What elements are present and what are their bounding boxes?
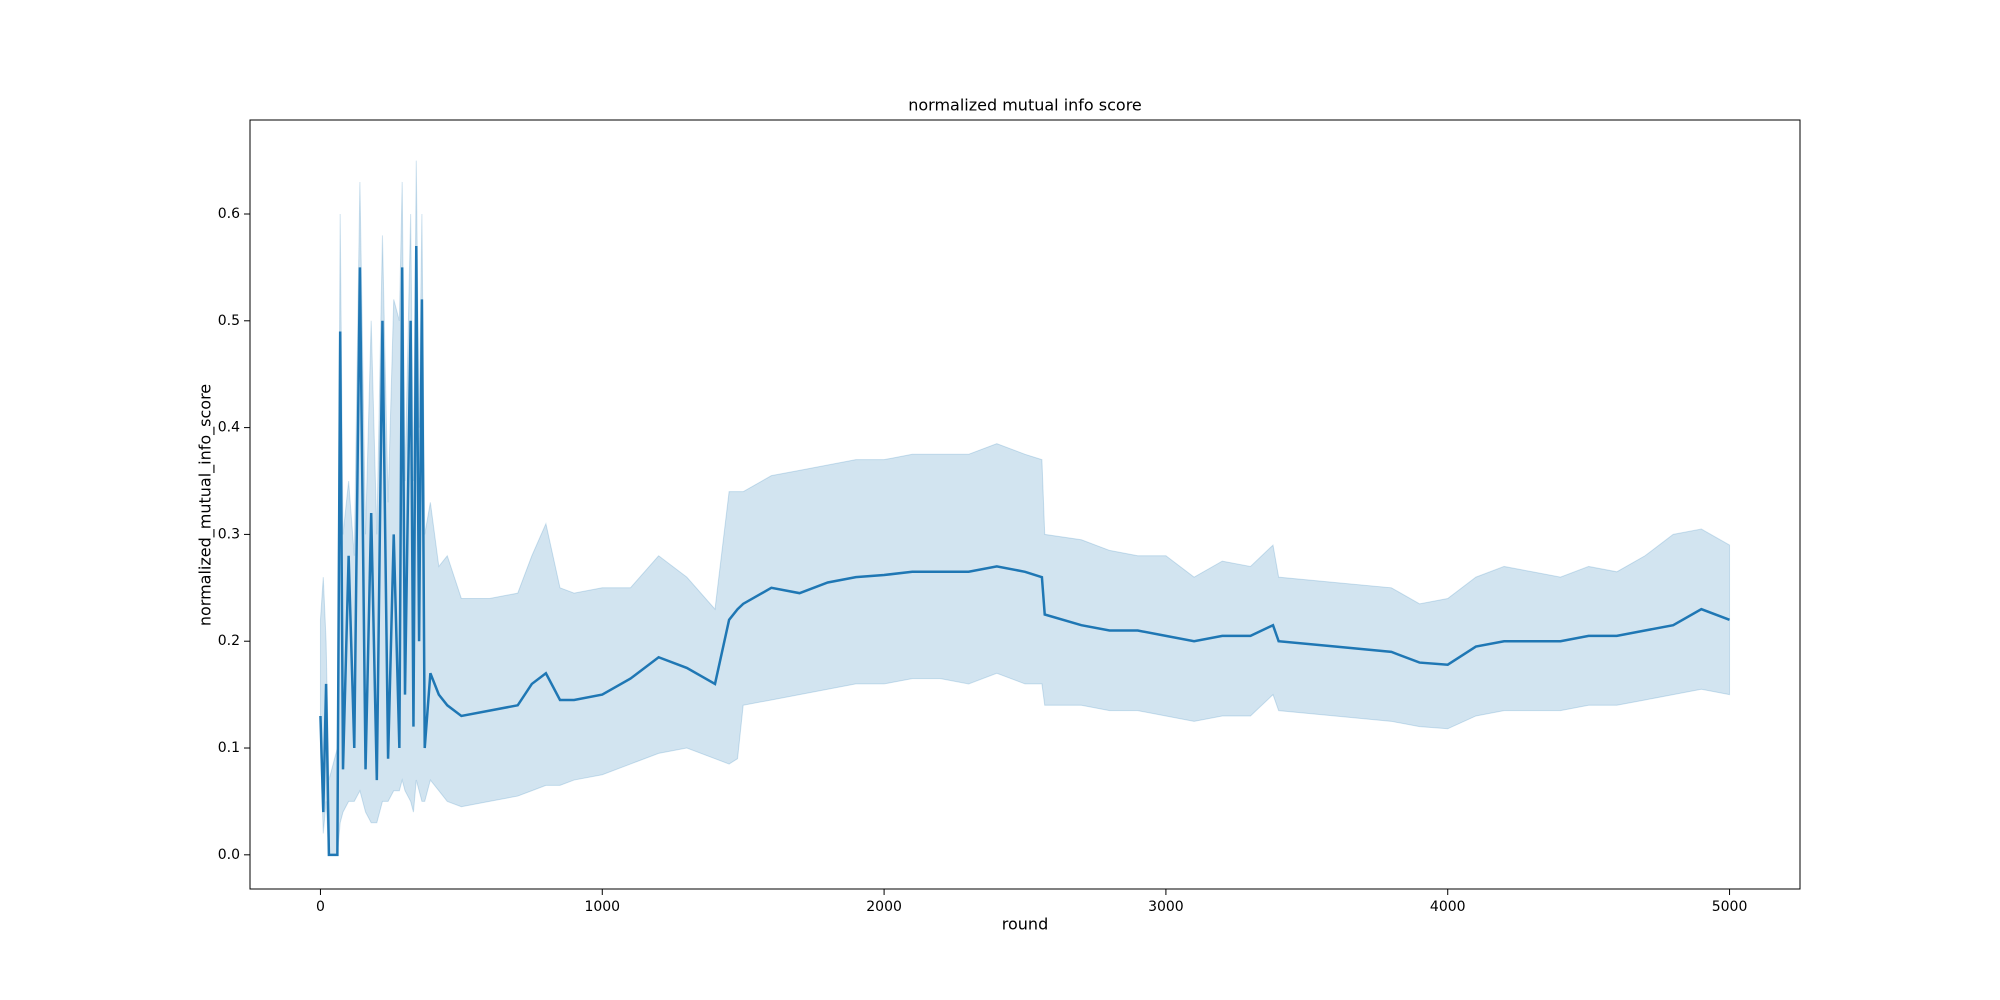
x-tick-label: 2000	[866, 899, 902, 915]
line	[319, 246, 1730, 857]
x-tick-label: 4000	[1430, 899, 1466, 915]
y-tick-label: 0.0	[218, 847, 240, 863]
x-tick-label: 1000	[584, 899, 620, 915]
y-axis-label: normalized_mutual_info_score	[196, 384, 216, 626]
chart-title: normalized mutual info score	[908, 96, 1142, 115]
y-tick-label: 0.1	[218, 740, 240, 756]
x-tick-label: 0	[316, 899, 325, 915]
y-tick-label: 0.5	[218, 313, 240, 329]
y-tick-label: 0.2	[218, 633, 240, 649]
y-tick-label: 0.3	[218, 526, 240, 542]
x-axis-label: round	[1002, 915, 1048, 934]
y-tick-label: 0.6	[218, 206, 240, 222]
x-tick-label: 5000	[1712, 899, 1748, 915]
y-tick-label: 0.4	[218, 420, 240, 436]
x-tick-label: 3000	[1148, 899, 1184, 915]
confidence-band	[319, 160, 1731, 856]
plot-frame	[249, 119, 1801, 890]
